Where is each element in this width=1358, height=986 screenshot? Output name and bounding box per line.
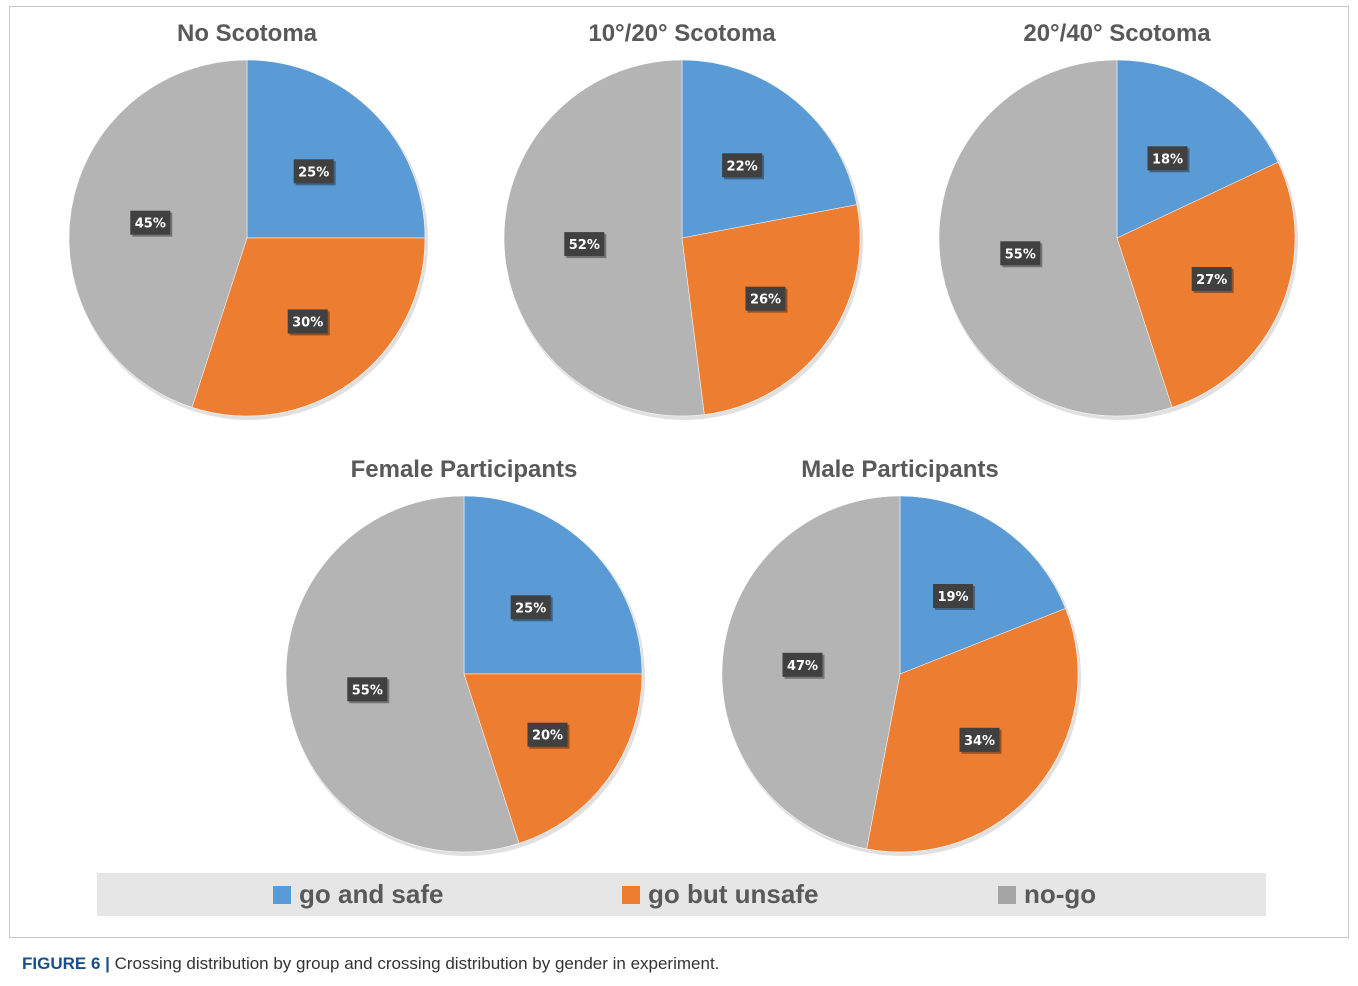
caption-text: Crossing distribution by group and cross… [109,954,720,973]
data-label-text: 19% [937,590,968,605]
data-label-no-go: 45% [130,210,173,237]
data-label-go-but-unsafe: 20% [527,722,570,749]
data-label-box [722,153,763,178]
pie-slice-go-and-safe [899,495,1066,675]
caption-label: FIGURE 6 | [22,954,110,973]
data-label-go-and-safe: 22% [722,153,765,180]
data-label-no-go: 47% [782,652,825,679]
chart-title: Male Participants [801,456,998,483]
chart-title: No Scotoma [177,20,318,47]
legend: go and safe go but unsafe no-go [97,873,1266,916]
data-label-box [347,677,388,702]
legend-label-go-and-safe: go and safe [299,879,444,909]
legend-swatch-no-go [998,885,1016,904]
legend-swatch-go-but-unsafe [622,885,640,904]
data-label-go-but-unsafe: 30% [287,309,330,336]
data-label-box [782,652,823,677]
data-label-box [287,309,328,334]
data-label-text: 47% [787,659,818,674]
pie-slice-go-and-safe [1116,59,1279,239]
pie-slice-go-and-safe [681,59,858,239]
pie-chart-1: 25% 30% 45% No Scotoma [68,20,428,420]
data-label-text: 55% [1005,247,1036,262]
pie-slice-go-but-unsafe [463,673,643,844]
chart-title: Female Participants [351,456,578,483]
data-label-text: 45% [135,217,166,232]
data-label-box [130,210,171,235]
chart-title: 20°/40° Scotoma [1023,20,1211,47]
data-label-go-and-safe: 25% [293,159,336,186]
data-label-box [293,159,334,184]
data-label-go-but-unsafe: 34% [959,727,1002,754]
pie-slice-go-and-safe [463,495,643,675]
data-label-text: 20% [532,729,563,744]
data-label-box [1147,146,1188,171]
data-label-text: 55% [352,683,383,698]
figure-frame [9,6,1349,938]
pie-slice-no-go [938,59,1173,417]
data-label-box [1000,241,1041,266]
charts-layer: 25% 30% 45% No Scotoma 22% 26% 52% 10°/20° Scot… [68,20,1298,856]
data-label-go-and-safe: 18% [1147,146,1190,173]
legend-label-no-go: no-go [1024,879,1097,909]
data-label-text: 25% [298,165,329,180]
data-label-no-go: 52% [564,232,607,259]
chart-title: 10°/20° Scotoma [588,20,776,47]
data-label-text: 34% [964,734,995,749]
legend-item-go-and-safe: go and safe [273,873,443,916]
legend-label-go-but-unsafe: go but unsafe [648,879,819,909]
data-label-text: 27% [1196,273,1227,288]
data-label-go-and-safe: 25% [510,595,553,622]
data-label-text: 52% [569,238,600,253]
data-label-box [933,584,973,608]
data-label-text: 22% [727,159,758,174]
data-label-box [527,722,568,747]
legend-item-go-but-unsafe: go but unsafe [622,873,818,916]
data-label-no-go: 55% [1000,241,1043,268]
data-label-go-and-safe: 19% [933,584,975,610]
data-label-box [1191,267,1232,291]
data-label-go-but-unsafe: 27% [1191,267,1234,293]
pie-chart-2: 22% 26% 52% 10°/20° Scotoma [503,20,863,420]
data-label-text: 25% [515,601,546,616]
pie-slice-no-go [285,495,520,853]
data-label-box [510,595,551,620]
data-label-text: 18% [1152,152,1183,167]
pie-chart-5: 19% 34% 47% Male Participants [721,456,1081,856]
pie-chart-4: 25% 20% 55% Female Participants [285,456,645,856]
data-label-text: 26% [750,293,781,308]
figure-caption: FIGURE 6 | Crossing distribution by grou… [22,954,719,974]
legend-swatch-go-and-safe [273,885,291,904]
legend-item-no-go: no-go [998,873,1096,916]
pie-slice-go-and-safe [246,59,426,239]
data-label-go-but-unsafe: 26% [745,286,788,313]
pie-chart-3: 18% 27% 55% 20°/40° Scotoma [938,20,1298,420]
data-label-box [959,727,1000,752]
data-label-text: 30% [292,316,323,331]
data-label-box [564,232,605,257]
data-label-no-go: 55% [347,677,390,704]
data-label-box [745,286,786,311]
